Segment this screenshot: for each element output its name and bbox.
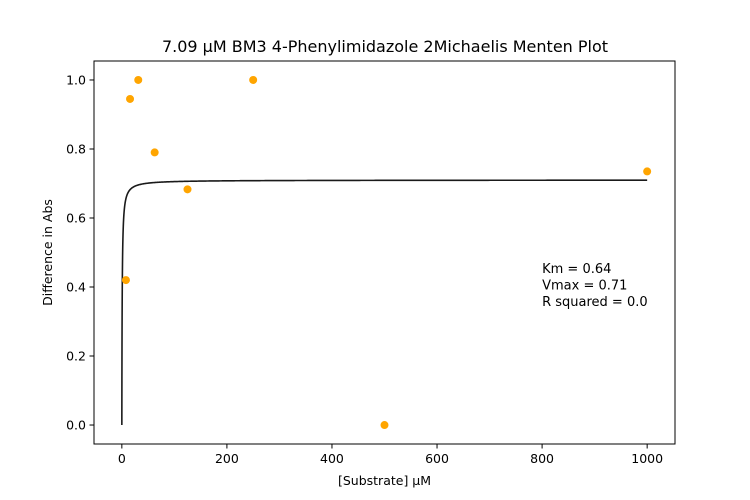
y-tick-label: 0.8 xyxy=(66,141,86,156)
annotation-line: Vmax = 0.71 xyxy=(542,279,627,294)
data-point xyxy=(249,75,258,84)
y-tick-label: 0.2 xyxy=(66,349,86,364)
data-point xyxy=(380,421,389,430)
data-point xyxy=(134,75,143,84)
x-tick-label: 200 xyxy=(215,451,239,466)
x-tick-label: 1000 xyxy=(631,451,663,466)
plot-area xyxy=(121,75,652,430)
y-axis-ticks: 0.0 0.2 0.4 0.6 0.8 1.0 xyxy=(66,72,94,433)
data-point xyxy=(150,148,159,157)
data-point xyxy=(183,185,192,194)
x-tick-label: 400 xyxy=(320,451,344,466)
y-tick-label: 1.0 xyxy=(66,72,86,87)
x-axis-label: [Substrate] µM xyxy=(338,473,431,488)
x-tick-label: 0 xyxy=(118,451,126,466)
fit-annotation: Km = 0.64 Vmax = 0.71R squared = 0.0 xyxy=(542,262,648,310)
x-tick-label: 600 xyxy=(425,451,449,466)
data-point xyxy=(643,167,652,176)
y-axis-label: Difference in Abs xyxy=(40,199,55,306)
x-axis-ticks: 0 200 400 600 800 1000 xyxy=(118,444,663,466)
axes-frame xyxy=(93,60,676,445)
y-tick-label: 0.4 xyxy=(66,280,86,295)
data-point xyxy=(121,276,130,285)
y-tick-label: 0.0 xyxy=(66,418,86,433)
fit-curve xyxy=(121,179,648,426)
x-tick-label: 800 xyxy=(530,451,554,466)
annotation-line: R squared = 0.0 xyxy=(542,295,648,310)
y-tick-label: 0.6 xyxy=(66,210,86,225)
data-point xyxy=(126,94,135,103)
chart-title: 7.09 µM BM3 4-Phenylimidazole 2Michaelis… xyxy=(162,37,608,56)
annotation-line: Km = 0.64 xyxy=(542,262,611,277)
